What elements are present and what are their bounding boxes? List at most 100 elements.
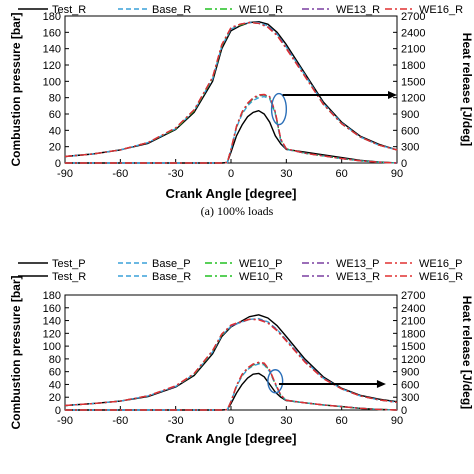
- y2-tick-label: 900: [401, 367, 419, 379]
- legend-label-base-r: Base_R: [152, 271, 191, 283]
- y-tick-label: 40: [49, 125, 61, 137]
- y-tick-label: 80: [49, 354, 61, 366]
- y2-tick-label: 1500: [401, 341, 425, 353]
- series-line-test-r-pressure: [64, 21, 398, 158]
- y-tick-label: 160: [43, 27, 61, 39]
- highlight-ellipse: [267, 369, 284, 394]
- y2-tick-label: 0: [401, 158, 407, 170]
- series-line-we16-p-pressure: [64, 318, 398, 407]
- y2-tick-label: 2100: [401, 316, 425, 328]
- series-line-we16-r-pressure: [64, 21, 398, 158]
- y2-tick-label: 1800: [401, 328, 425, 340]
- highlight-ellipse: [270, 92, 288, 126]
- y-tick-label: 160: [43, 303, 61, 315]
- legend-label-base-p: Base_P: [152, 258, 191, 270]
- series-line-we13-r-pressure: [64, 21, 398, 158]
- series-line-we16-r-heat-release: [65, 361, 398, 411]
- y-tick-label: 60: [49, 109, 61, 121]
- y-tick-label: 0: [55, 405, 61, 417]
- series-line-base-p-pressure: [64, 317, 398, 407]
- series-line-test-p-pressure: [64, 314, 398, 407]
- y2-tick-label: 2400: [401, 27, 425, 39]
- legend-label-we10-p: WE10_P: [239, 258, 282, 270]
- y2-tick-label: 2400: [401, 303, 425, 315]
- y2-tick-label: 300: [401, 392, 419, 404]
- y-axis-title: Combustion pressure [bar]: [9, 12, 23, 166]
- y-tick-label: 20: [49, 142, 61, 154]
- y-tick-label: 100: [43, 341, 61, 353]
- y2-tick-label: 900: [401, 109, 419, 121]
- x-axis-title: Crank Angle [degree]: [166, 186, 297, 201]
- x-tick-label: -60: [112, 415, 128, 427]
- chart-caption-a: (a) 100% loads: [201, 204, 274, 218]
- y2-tick-label: 600: [401, 379, 419, 391]
- legend-label-we16-r: WE16_R: [419, 4, 463, 16]
- series-line-test-r-heat-release: [65, 109, 398, 164]
- legend-label-test-p: Test_P: [52, 258, 86, 270]
- series-line-base-r-heat-release: [65, 363, 398, 411]
- y2-axis-title: Heat release [J/deg]: [460, 296, 474, 409]
- y2-tick-label: 1200: [401, 354, 425, 366]
- series-line-we13-p-pressure: [64, 318, 398, 407]
- x-tick-label: 60: [336, 168, 348, 180]
- y-tick-label: 80: [49, 93, 61, 105]
- legend-label-we10-r: WE10_R: [239, 271, 283, 283]
- legend-label-we13-r: WE13_R: [336, 271, 380, 283]
- y-tick-label: 180: [43, 290, 61, 302]
- y2-tick-label: 0: [401, 405, 407, 417]
- y2-axis-title: Heat release [J/deg]: [460, 33, 474, 146]
- y2-tick-label: 1200: [401, 93, 425, 105]
- y-tick-label: 140: [43, 316, 61, 328]
- y2-tick-label: 300: [401, 142, 419, 154]
- series-line-base-r-pressure: [64, 21, 398, 158]
- y2-tick-label: 2100: [401, 44, 425, 56]
- y-axis-title: Combustion pressure [bar]: [9, 275, 23, 429]
- x-tick-label: 90: [391, 168, 403, 180]
- x-tick-label: 30: [280, 415, 292, 427]
- chart-100-percent-load: Test_R Base_R WE10_R WE13_R WE16_R -90 -60 -30 0…: [9, 4, 474, 201]
- plot-frame: [64, 294, 398, 411]
- y2-tick-label: 2700: [401, 290, 425, 302]
- legend-label-test-r: Test_R: [52, 4, 86, 16]
- legend-label-we13-p: WE13_P: [336, 258, 379, 270]
- arrow-head: [376, 380, 386, 389]
- y-tick-label: 120: [43, 328, 61, 340]
- legend-label-we10-r: WE10_R: [239, 4, 283, 16]
- x-tick-label: 30: [280, 168, 292, 180]
- y2-tick-label: 1800: [401, 60, 425, 72]
- y-tick-label: 40: [49, 379, 61, 391]
- x-tick-label: -60: [112, 168, 128, 180]
- series-line-we13-r-heat-release: [65, 362, 398, 411]
- x-tick-label: -90: [57, 415, 73, 427]
- series-line-base-r-heat-release: [65, 95, 398, 164]
- x-tick-label: 60: [336, 415, 348, 427]
- legend-label-we16-r: WE16_R: [419, 271, 463, 283]
- y2-tick-label: 2700: [401, 11, 425, 23]
- y2-tick-label: 600: [401, 125, 419, 137]
- y-tick-label: 20: [49, 392, 61, 404]
- x-tick-label: 0: [228, 415, 234, 427]
- x-tick-label: -90: [57, 168, 73, 180]
- plot-frame: [64, 15, 398, 164]
- y2-tick-label: 1500: [401, 76, 425, 88]
- x-axis-title: Crank Angle [degree]: [166, 431, 297, 446]
- series-line-we10-p-pressure: [64, 318, 398, 407]
- x-tick-label: 90: [391, 415, 403, 427]
- y-tick-label: 0: [55, 158, 61, 170]
- legend-label-test-r: Test_R: [52, 271, 86, 283]
- y-tick-label: 60: [49, 367, 61, 379]
- y-tick-label: 120: [43, 60, 61, 72]
- y-tick-label: 140: [43, 44, 61, 56]
- arrow-head: [388, 90, 397, 99]
- x-tick-label: -30: [168, 168, 184, 180]
- series-line-we10-r-pressure: [64, 21, 398, 158]
- y-tick-label: 100: [43, 76, 61, 88]
- legend-label-we13-r: WE13_R: [336, 4, 380, 16]
- x-tick-label: 0: [228, 168, 234, 180]
- legend-label-we16-p: WE16_P: [419, 258, 462, 270]
- chart-partial-load: Test_P Base_P WE10_P WE13_P WE16_P Test_R Base…: [9, 258, 474, 446]
- x-tick-label: -30: [168, 415, 184, 427]
- legend-label-base-r: Base_R: [152, 4, 191, 16]
- y-tick-label: 180: [43, 11, 61, 23]
